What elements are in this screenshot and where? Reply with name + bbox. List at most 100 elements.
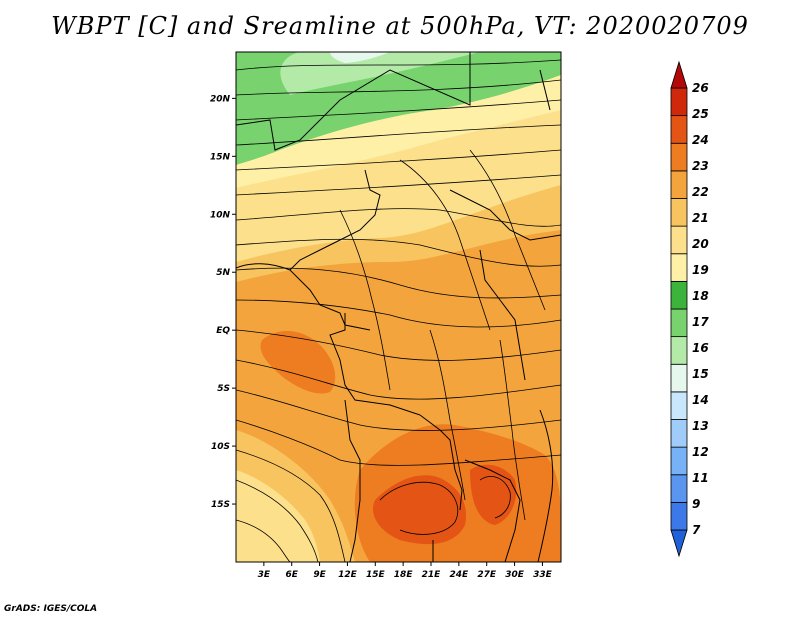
colorbar-segment xyxy=(670,308,688,338)
border-ethiopia xyxy=(449,189,561,241)
streamline xyxy=(236,449,346,562)
lat-tick-label: 5N xyxy=(216,268,230,278)
border-redsea xyxy=(539,69,551,111)
streamline xyxy=(236,208,561,227)
lat-tick-label: 10S xyxy=(211,442,230,452)
colorbar-segment xyxy=(670,446,688,476)
colorbar-label: 14 xyxy=(692,393,709,407)
lon-tick-label: 9E xyxy=(313,570,326,580)
streamline xyxy=(236,359,561,400)
streamline xyxy=(236,79,561,96)
lon-tick-label: 24E xyxy=(450,570,470,580)
colorbar-segment xyxy=(670,529,688,558)
coastline-madagascar xyxy=(537,409,554,562)
colorbar-label: 26 xyxy=(692,81,709,95)
colorbar-segment xyxy=(670,170,688,199)
lat-axis: 20N 15N 10N 5N EQ 5S 10S 15S xyxy=(210,94,236,510)
colorbar-segment xyxy=(670,363,688,393)
lat-tick-label: EQ xyxy=(216,326,230,336)
field-pale-cyan xyxy=(330,52,390,63)
streamline xyxy=(379,481,459,535)
lon-tick-label: 30E xyxy=(505,570,525,580)
streamline xyxy=(469,149,546,311)
streamlines xyxy=(236,59,561,562)
colorbar-label: 12 xyxy=(692,445,709,459)
colorbar-label: 13 xyxy=(692,419,709,433)
colorbar-label: 11 xyxy=(692,471,709,485)
lon-axis: 3E 6E 9E 12E 15E 18E 21E 24E 27E 30E 33E xyxy=(258,562,553,580)
wbpt-field xyxy=(236,52,561,562)
streamline xyxy=(429,329,466,501)
colorbar-segment xyxy=(670,87,688,117)
country-borders xyxy=(236,52,561,562)
colorbar-segment xyxy=(670,60,688,89)
lat-tick-label: 20N xyxy=(210,94,231,104)
colorbar-label: 19 xyxy=(692,263,709,277)
lon-tick-label: 6E xyxy=(286,570,299,580)
lat-tick-label: 15S xyxy=(211,500,230,510)
lon-tick-label: 18E xyxy=(394,570,414,580)
streamline xyxy=(236,99,561,121)
colorbar-segment xyxy=(670,280,688,310)
field-west-hot xyxy=(260,330,336,394)
streamline xyxy=(236,59,561,71)
border-nigeria-chad xyxy=(289,169,381,271)
footer-credit: GrADS: IGES/COLA xyxy=(4,604,98,614)
streamline xyxy=(499,339,526,521)
streamline xyxy=(339,209,391,391)
lon-tick-label: 12E xyxy=(338,570,358,580)
streamline xyxy=(236,329,561,361)
border-mozambique xyxy=(464,459,521,562)
streamline xyxy=(236,389,561,431)
coastline-west xyxy=(236,263,371,331)
lat-tick-label: 10N xyxy=(210,210,231,220)
streamline xyxy=(399,159,491,331)
colorbar-label: 9 xyxy=(692,497,700,511)
lon-tick-label: 27E xyxy=(477,570,497,580)
border-sahara xyxy=(236,52,471,151)
streamline xyxy=(236,299,561,328)
colorbar-label: 24 xyxy=(692,133,709,147)
colorbar-label: 17 xyxy=(692,315,709,329)
field-hot-core-1 xyxy=(372,475,466,545)
streamline xyxy=(236,519,291,562)
lon-tick-label: 15E xyxy=(366,570,386,580)
colorbar-label: 20 xyxy=(692,237,709,251)
border-kenya-tanzania xyxy=(479,249,526,381)
colorbar-segment xyxy=(670,336,688,365)
colorbar-label: 21 xyxy=(692,211,709,225)
lat-tick-label: 15N xyxy=(210,152,231,162)
lon-tick-label: 33E xyxy=(533,570,553,580)
colorbar-segment xyxy=(670,419,688,448)
colorbar-segment xyxy=(670,198,688,227)
colorbar-label: 18 xyxy=(692,289,709,303)
lon-tick-label: 21E xyxy=(422,570,442,580)
lat-tick-label: 5S xyxy=(217,384,230,394)
colorbar-segment xyxy=(670,501,688,531)
colorbar-label: 23 xyxy=(692,159,709,173)
field-hot-core-2 xyxy=(470,464,517,525)
colorbar-label: 16 xyxy=(692,341,709,355)
colorbar-segment xyxy=(670,225,688,255)
colorbar-segment xyxy=(670,474,688,503)
colorbar-segment xyxy=(670,142,688,172)
streamline xyxy=(236,174,561,196)
streamline xyxy=(236,238,561,267)
border-angola-namibia xyxy=(344,399,361,562)
field-sw-cooler xyxy=(236,470,320,562)
colorbar: 7 9 11 12 13 14 15 16 17 18 19 20 21 22 23 24 25 26 xyxy=(670,60,709,558)
streamline xyxy=(236,479,319,562)
border-congo xyxy=(329,313,421,416)
field-light-green xyxy=(280,52,480,95)
colorbar-label: 22 xyxy=(692,185,709,199)
field-transition xyxy=(236,75,561,188)
chart-title: WBPT [C] and Sreamline at 500hPa, VT: 20… xyxy=(51,12,749,40)
streamline xyxy=(236,149,561,171)
colorbar-label: 7 xyxy=(692,523,701,537)
streamline xyxy=(479,476,511,519)
colorbar-label: 25 xyxy=(692,107,709,121)
streamline xyxy=(236,419,561,466)
lon-tick-label: 3E xyxy=(258,570,271,580)
colorbar-segment xyxy=(670,115,688,144)
